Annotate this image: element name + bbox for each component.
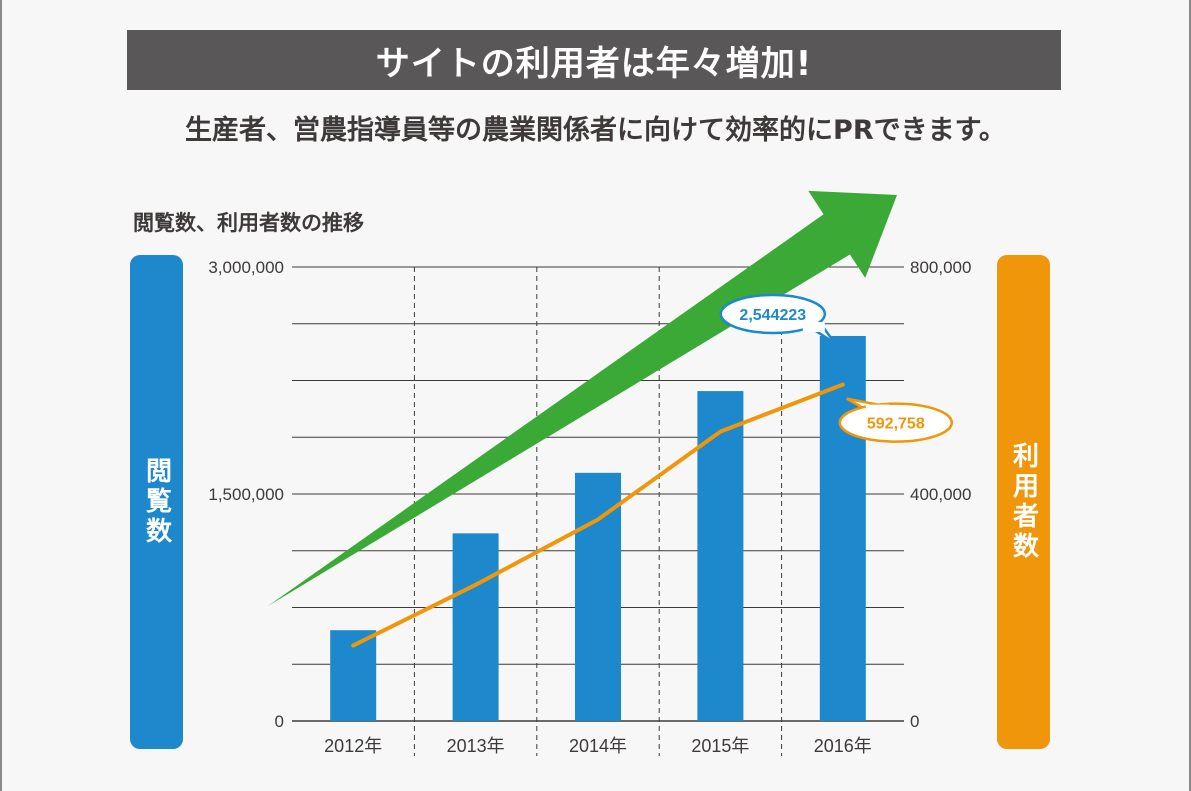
right-border [1189, 0, 1191, 791]
right-axis-tick-label: 800,000 [910, 258, 971, 277]
left-axis-tick-label: 3,000,000 [208, 258, 284, 277]
left-axis-tick-label: 0 [275, 712, 284, 731]
category-label: 2015年 [691, 736, 749, 756]
callout-tail-mask [802, 321, 825, 332]
bar-value-label: 2,544223 [739, 307, 806, 324]
line-layer [351, 382, 845, 648]
bar-2016年 [819, 335, 866, 721]
bar-2015年 [697, 391, 744, 721]
left-axis-label-pill: 閲覧数 [130, 255, 183, 749]
axis-layer: 0 1,500,000 3,000,000 0 400,000 800,000 2012年 2… [208, 258, 971, 756]
subtitle: 生産者、営農指導員等の農業関係者に向けて効率的にPRできます。 [185, 115, 1006, 146]
callout-layer: 2,544223 592,758 [719, 293, 954, 443]
bar-2014年 [575, 472, 621, 721]
category-label: 2012年 [324, 736, 382, 756]
bar-2013年 [452, 533, 499, 721]
right-axis-label: 利用者数 [1008, 442, 1039, 562]
bar-layer [330, 335, 866, 721]
headline-text: サイトの利用者は年々増加! [375, 43, 813, 84]
headline-banner: サイトの利用者は年々増加! [127, 30, 1061, 90]
trend-arrow-icon [268, 190, 897, 606]
right-axis-label-pill: 利用者数 [997, 255, 1050, 749]
left-axis-label: 閲覧数 [141, 457, 172, 547]
line-value-label: 592,758 [867, 416, 925, 433]
callout-bubble [719, 293, 827, 335]
category-label: 2016年 [814, 736, 872, 756]
callout-tail-mask [865, 404, 890, 415]
line-series-users [351, 382, 845, 648]
category-label: 2013年 [447, 736, 505, 756]
left-axis-tick-label: 1,500,000 [208, 485, 284, 504]
chart-title: 閲覧数、利用者数の推移 [133, 211, 364, 235]
left-border [0, 0, 2, 791]
trend-arrow-layer [268, 190, 897, 606]
category-label: 2014年 [569, 736, 627, 756]
right-axis-tick-label: 0 [910, 712, 919, 731]
right-axis-tick-label: 400,000 [910, 485, 971, 504]
